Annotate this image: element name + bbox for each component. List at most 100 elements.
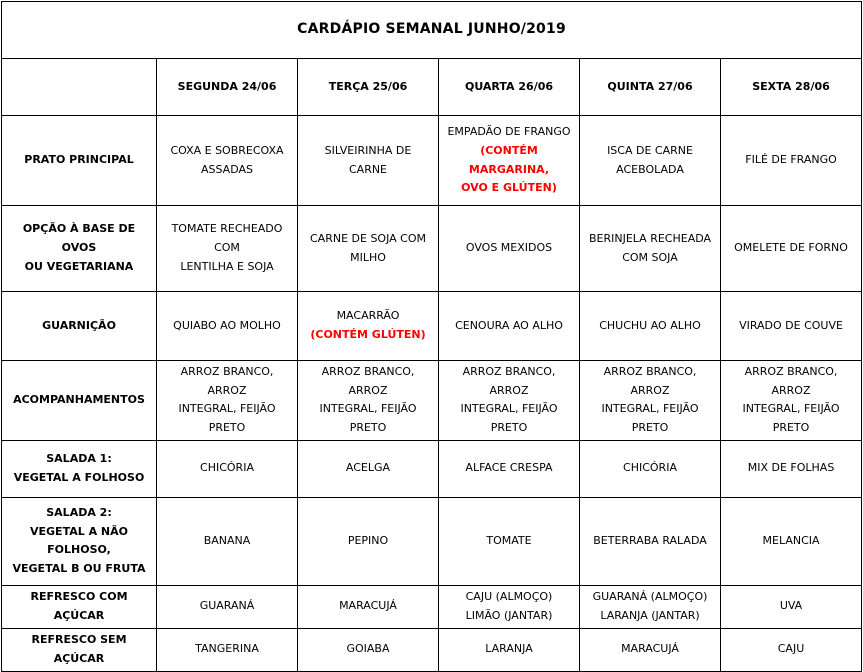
row-opcao-ovos-vegetariana: OPÇÃO À BASE DE OVOS OU VEGETARIANA TOMA… [1,205,863,292]
menu-cell-text: MARACUJÁ [621,642,679,656]
menu-cell-text: PEPINO [347,533,389,547]
menu-cell: GUARANÁ [156,584,298,629]
menu-cell-text: ARROZ BRANCO, ARROZ INTEGRAL, FEIJÃO PRE… [460,365,558,435]
menu-cell: CAJU [719,627,863,672]
menu-cell: LARANJA [438,627,580,672]
menu-cell: BETERRABA RALADA [579,496,721,586]
menu-cell: FILÉ DE FRANGO [719,115,863,206]
row-salada-1: SALADA 1: VEGETAL A FOLHOSO CHICÓRIA ACE… [1,439,863,498]
row-label-refresco-sem-acucar: REFRESCO SEM AÇÚCAR [1,627,157,672]
menu-cell: MARACUJÁ [579,627,721,672]
day-header-quarta: QUARTA 26/06 [438,58,580,116]
menu-cell: CENOURA AO ALHO [438,291,580,361]
allergen-warning: (CONTÉM GLÚTEN) [310,328,426,341]
menu-cell: OMELETE DE FORNO [719,205,863,292]
menu-cell-text: ARROZ BRANCO, ARROZ INTEGRAL, FEIJÃO PRE… [742,365,840,435]
day-header-row: SEGUNDA 24/06 TERÇA 25/06 QUARTA 26/06 Q… [1,58,863,116]
menu-cell-text: EMPADÃO DE FRANGO [447,125,571,139]
title-row: CARDÁPIO SEMANAL JUNHO/2019 [0,1,863,59]
menu-cell: ARROZ BRANCO, ARROZ INTEGRAL, FEIJÃO PRE… [438,360,580,441]
menu-cell: UVA [719,584,863,629]
menu-cell-text: CHICÓRIA [200,461,254,475]
menu-cell: ARROZ BRANCO, ARROZ INTEGRAL, FEIJÃO PRE… [156,360,298,441]
menu-cell-text: OMELETE DE FORNO [734,241,848,255]
menu-cell-text: BETERRABA RALADA [593,533,707,547]
menu-cell: MARACUJÁ [297,584,439,629]
menu-cell: ALFACE CRESPA [438,439,580,498]
menu-cell: ARROZ BRANCO, ARROZ INTEGRAL, FEIJÃO PRE… [297,360,439,441]
menu-cell: MIX DE FOLHAS [719,439,863,498]
menu-cell-text: CAJU (ALMOÇO) LIMÃO (JANTAR) [465,590,553,622]
menu-cell-text: UVA [779,599,803,613]
row-refresco-com-acucar: REFRESCO COM AÇÚCAR GUARANÁ MARACUJÁ CAJ… [1,584,863,629]
row-label-opcao-ovos-vegetariana: OPÇÃO À BASE DE OVOS OU VEGETARIANA [1,205,157,292]
menu-cell-text: ARROZ BRANCO, ARROZ INTEGRAL, FEIJÃO PRE… [601,365,699,435]
menu-cell: TOMATE RECHEADO COM LENTILHA E SOJA [156,205,298,292]
row-label-salada-1: SALADA 1: VEGETAL A FOLHOSO [1,439,157,498]
menu-cell: CHICÓRIA [156,439,298,498]
menu-cell-text: GUARANÁ (ALMOÇO) LARANJA (JANTAR) [592,590,708,622]
menu-cell: MACARRÃO (CONTÉM GLÚTEN) [297,291,439,361]
menu-cell: VIRADO DE COUVE [719,291,863,361]
menu-cell: CHUCHU AO ALHO [579,291,721,361]
menu-cell-text: TOMATE RECHEADO COM LENTILHA E SOJA [171,222,283,273]
menu-cell-text: BANANA [203,533,251,547]
menu-cell: CHICÓRIA [579,439,721,498]
menu-cell-text: CARNE DE SOJA COM MILHO [310,231,426,264]
menu-cell: EMPADÃO DE FRANGO (CONTÉM MARGARINA, OVO … [438,115,580,206]
menu-cell: CARNE DE SOJA COM MILHO [297,205,439,292]
row-guarnicao: GUARNIÇÃO QUIABO AO MOLHO MACARRÃO (CONTÉ… [1,291,863,361]
menu-cell: MELANCIA [719,496,863,586]
menu-cell: TANGERINA [156,627,298,672]
row-label-salada-2: SALADA 2: VEGETAL A NÃO FOLHOSO, VEGETAL… [1,496,157,586]
row-acompanhamentos: ACOMPANHAMENTOS ARROZ BRANCO, ARROZ INTE… [1,360,863,441]
day-header-sexta: SEXTA 28/06 [719,58,863,116]
menu-cell: PEPINO [297,496,439,586]
menu-cell-text: ACELGA [345,461,391,475]
menu-cell: ARROZ BRANCO, ARROZ INTEGRAL, FEIJÃO PRE… [579,360,721,441]
day-header-segunda: SEGUNDA 24/06 [156,58,298,116]
row-label-refresco-com-acucar: REFRESCO COM AÇÚCAR [1,584,157,629]
row-refresco-sem-acucar: REFRESCO SEM AÇÚCAR TANGERINA GOIABA LAR… [1,627,863,672]
allergen-warning: (CONTÉM MARGARINA, OVO E GLÚTEN) [461,143,557,195]
menu-cell-text: GUARANÁ [199,599,255,613]
row-label-guarnicao: GUARNIÇÃO [1,291,157,361]
day-header-quinta: QUINTA 27/06 [579,58,721,116]
row-prato-principal: PRATO PRINCIPAL COXA E SOBRECOXA ASSADAS… [1,115,863,206]
menu-cell-text: SILVEIRINHA DE CARNE [324,143,412,176]
menu-cell: ISCA DE CARNE ACEBOLADA [579,115,721,206]
menu-cell: GUARANÁ (ALMOÇO) LARANJA (JANTAR) [579,584,721,629]
menu-cell: COXA E SOBRECOXA ASSADAS [156,115,298,206]
menu-cell-text: MARACUJÁ [339,599,397,613]
menu-cell-text: TOMATE [486,533,532,547]
menu-cell-text: ISCA DE CARNE ACEBOLADA [607,143,693,176]
menu-cell-text: QUIABO AO MOLHO [173,318,281,332]
day-header-terca: TERÇA 25/06 [297,58,439,116]
menu-cell-text: MIX DE FOLHAS [747,461,835,475]
page-title: CARDÁPIO SEMANAL JUNHO/2019 [0,1,863,59]
row-label-acompanhamentos: ACOMPANHAMENTOS [1,360,157,441]
menu-cell-text: ARROZ BRANCO, ARROZ INTEGRAL, FEIJÃO PRE… [319,365,417,435]
menu-cell-text: ARROZ BRANCO, ARROZ INTEGRAL, FEIJÃO PRE… [178,365,276,435]
menu-cell: ARROZ BRANCO, ARROZ INTEGRAL, FEIJÃO PRE… [719,360,863,441]
menu-cell: TOMATE [438,496,580,586]
menu-cell: BERINJELA RECHEADA COM SOJA [579,205,721,292]
corner-cell [1,58,157,116]
menu-cell: ACELGA [297,439,439,498]
menu-cell-text: MELANCIA [762,533,820,547]
menu-cell-text: FILÉ DE FRANGO [745,153,837,167]
menu-cell-text: LARANJA [485,642,533,656]
row-label-prato-principal: PRATO PRINCIPAL [1,115,157,206]
menu-cell-text: CAJU [777,642,805,656]
menu-cell-text: ALFACE CRESPA [465,461,553,475]
menu-cell: QUIABO AO MOLHO [156,291,298,361]
menu-cell-text: BERINJELA RECHEADA COM SOJA [588,231,712,264]
menu-cell-text: MACARRÃO [336,309,400,323]
menu-cell: GOIABA [297,627,439,672]
menu-cell-text: VIRADO DE COUVE [739,318,843,332]
menu-cell: BANANA [156,496,298,586]
row-salada-2: SALADA 2: VEGETAL A NÃO FOLHOSO, VEGETAL… [1,496,863,586]
menu-cell-text: CHUCHU AO ALHO [599,318,701,332]
